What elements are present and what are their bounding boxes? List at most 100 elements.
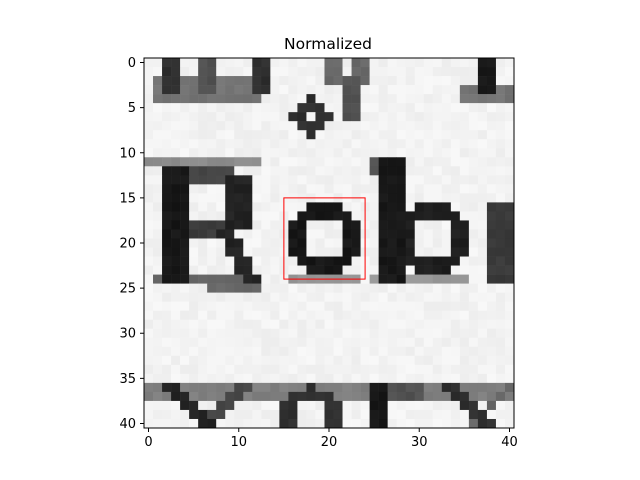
image-pixel	[315, 418, 325, 429]
image-pixel	[405, 112, 416, 122]
image-pixel	[243, 229, 253, 239]
image-pixel	[261, 229, 271, 239]
x-tick-label: 10	[230, 435, 247, 450]
image-pixel	[459, 139, 470, 149]
image-pixel	[486, 103, 497, 113]
image-pixel	[486, 310, 497, 320]
image-pixel	[342, 301, 352, 311]
image-pixel	[333, 148, 343, 158]
image-pixel	[351, 121, 361, 131]
image-pixel	[252, 175, 262, 185]
image-pixel	[207, 418, 217, 429]
image-pixel	[360, 121, 370, 131]
image-pixel	[468, 346, 479, 357]
image-pixel	[252, 337, 262, 348]
image-pixel	[351, 391, 361, 402]
image-pixel	[162, 130, 172, 140]
image-pixel	[441, 58, 452, 68]
image-pixel	[423, 346, 434, 357]
image-pixel	[396, 346, 406, 357]
image-pixel	[369, 175, 379, 185]
image-pixel	[504, 184, 515, 194]
image-pixel	[207, 391, 217, 402]
image-pixel	[324, 292, 334, 302]
image-pixel	[387, 76, 397, 86]
image-pixel	[396, 148, 406, 158]
image-pixel	[369, 301, 379, 311]
image-pixel	[324, 211, 334, 221]
image-pixel	[369, 229, 379, 239]
image-pixel	[270, 256, 280, 266]
image-pixel	[378, 409, 388, 420]
image-pixel	[342, 148, 352, 158]
image-pixel	[243, 94, 253, 104]
image-pixel	[333, 310, 343, 320]
image-pixel	[153, 175, 163, 185]
image-pixel	[495, 76, 506, 86]
image-pixel	[306, 139, 316, 149]
image-pixel	[378, 382, 388, 393]
image-pixel	[468, 391, 479, 402]
image-pixel	[450, 202, 461, 212]
image-pixel	[270, 211, 280, 221]
image-pixel	[207, 121, 217, 131]
image-pixel	[216, 67, 226, 77]
image-pixel	[387, 148, 397, 158]
image-pixel	[450, 391, 461, 402]
image-pixel	[234, 184, 244, 194]
image-pixel	[297, 85, 307, 95]
image-pixel	[243, 202, 253, 212]
image-pixel	[423, 157, 434, 167]
image-pixel	[189, 364, 199, 375]
image-pixel	[351, 211, 361, 221]
image-pixel	[288, 229, 298, 239]
image-pixel	[270, 319, 280, 330]
image-pixel	[288, 211, 298, 221]
image-pixel	[486, 112, 497, 122]
image-pixel	[306, 337, 316, 348]
image-pixel	[369, 220, 379, 230]
image-pixel	[495, 58, 506, 68]
image-pixel	[144, 346, 154, 357]
image-pixel	[180, 292, 190, 302]
image-pixel	[279, 292, 289, 302]
image-pixel	[279, 184, 289, 194]
image-pixel	[207, 211, 217, 221]
image-pixel	[423, 373, 434, 384]
image-pixel	[306, 391, 316, 402]
image-pixel	[243, 139, 253, 149]
image-pixel	[171, 76, 181, 86]
image-pixel	[252, 229, 262, 239]
image-pixel	[216, 301, 226, 311]
image-pixel	[315, 103, 325, 113]
image-pixel	[261, 184, 271, 194]
image-pixel	[207, 184, 217, 194]
image-pixel	[414, 364, 425, 375]
x-tick-label: 30	[411, 435, 428, 450]
image-pixel	[198, 265, 208, 275]
image-pixel	[351, 301, 361, 311]
image-pixel	[207, 400, 217, 411]
image-pixel	[369, 247, 379, 257]
image-pixel	[270, 229, 280, 239]
image-pixel	[441, 148, 452, 158]
image-pixel	[198, 400, 208, 411]
y-tick-label: 40	[119, 417, 136, 432]
image-pixel	[477, 319, 488, 330]
image-pixel	[423, 166, 434, 176]
image-pixel	[477, 373, 488, 384]
image-pixel	[459, 400, 470, 411]
image-pixel	[189, 193, 199, 203]
image-pixel	[432, 184, 443, 194]
image-pixel	[414, 130, 425, 140]
image-pixel	[189, 94, 199, 104]
image-pixel	[297, 220, 307, 230]
image-pixel	[243, 112, 253, 122]
image-pixel	[261, 418, 271, 429]
image-pixel	[207, 256, 217, 266]
image-pixel	[144, 112, 154, 122]
image-pixel	[144, 391, 154, 402]
image-pixel	[423, 292, 434, 302]
image-pixel	[225, 67, 235, 77]
image-pixel	[450, 283, 461, 293]
